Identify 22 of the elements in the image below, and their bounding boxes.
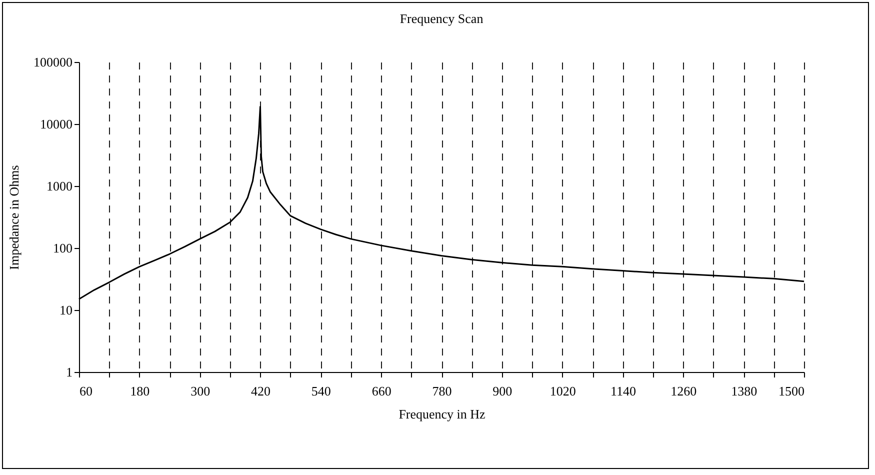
x-tick-label: 60: [80, 384, 92, 398]
x-axis-title: Frequency in Hz: [398, 406, 486, 422]
x-tick-label: 1380: [731, 384, 758, 398]
y-tick-label: 1: [66, 364, 72, 380]
x-tick-label: 900: [492, 384, 512, 398]
x-tick-label: 660: [372, 384, 392, 398]
x-tick-label: 180: [130, 384, 150, 398]
y-tick-label: 1000: [46, 178, 72, 194]
y-axis-title: Impedance in Ohms: [6, 165, 22, 270]
x-tick-label: 540: [311, 384, 331, 398]
x-tick-label: 1260: [670, 384, 697, 398]
x-tick-label: 300: [190, 384, 210, 398]
x-tick-label: 780: [432, 384, 452, 398]
x-tick-label: 1140: [610, 384, 636, 398]
chart-title: Frequency Scan: [400, 11, 484, 26]
x-tick-label: 1020: [550, 384, 576, 398]
x-tick-label: 1500: [778, 384, 804, 398]
y-tick-label: 10000: [40, 116, 72, 132]
x-tick-label: 420: [251, 384, 270, 398]
y-tick-label: 100000: [34, 54, 72, 70]
y-tick-label: 10: [60, 302, 72, 318]
y-tick-label: 100: [53, 240, 72, 256]
